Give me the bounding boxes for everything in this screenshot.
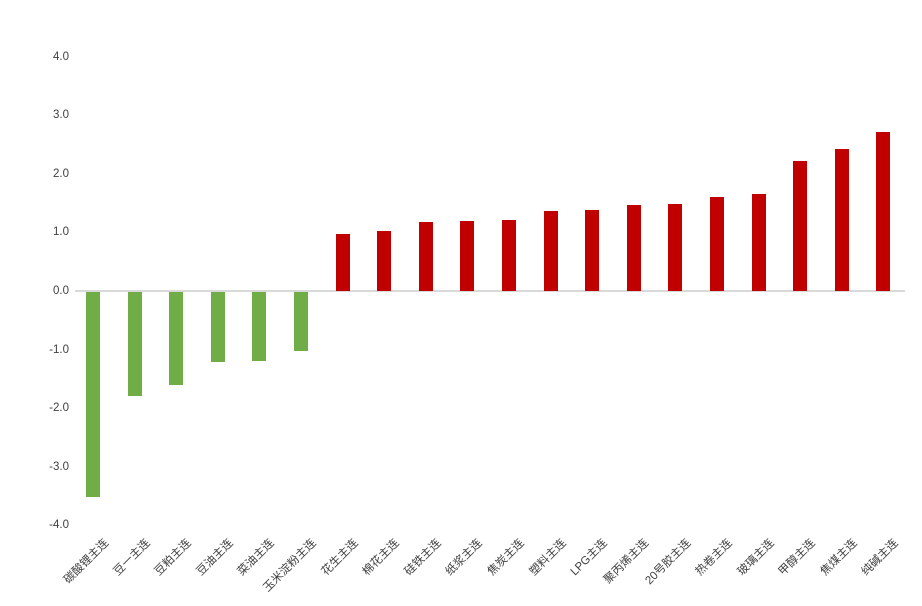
bar-菜油主连 (252, 292, 267, 361)
bar-聚丙烯主连 (626, 205, 641, 291)
x-axis-category-label: 棉花主连 (360, 537, 402, 579)
y-axis-tick-label: 0.0 (53, 285, 69, 297)
x-axis-category-label: 纯碱主连 (860, 537, 902, 579)
x-axis-category-label: 碳酸锂主连 (61, 537, 111, 587)
y-axis-tick-label: -1.0 (49, 343, 69, 356)
x-axis-line (75, 290, 905, 292)
bar-豆油主连 (210, 292, 225, 362)
bar-豆一主连 (127, 292, 142, 396)
bar-甲醇主连 (793, 161, 808, 291)
x-axis-category-label: 豆油主连 (194, 537, 236, 579)
bar-20号胶主连 (668, 203, 683, 291)
x-axis-category-label: 豆一主连 (111, 537, 153, 579)
bar-硅铁主连 (418, 222, 433, 291)
x-axis-category-label: 焦煤主连 (818, 537, 860, 579)
x-axis-category-label: 豆粕主连 (152, 537, 194, 579)
x-axis-category-label: 硅铁主连 (402, 537, 444, 579)
bar-塑料主连 (543, 211, 558, 291)
x-axis-category-label: 花生主连 (319, 537, 361, 579)
bar-焦炭主连 (502, 219, 516, 291)
bar-焦煤主连 (834, 148, 849, 291)
y-axis-tick-label: 1.0 (53, 226, 69, 239)
bar-玻璃主连 (751, 194, 766, 291)
bar-玉米淀粉主连 (294, 292, 308, 352)
x-axis-category-label: 纸浆主连 (444, 537, 486, 579)
bar-热卷主连 (710, 196, 724, 291)
y-axis-tick-label: 4.0 (53, 50, 69, 63)
x-axis-category-label: 焦炭主连 (485, 537, 527, 579)
y-axis-tick-label: -2.0 (49, 402, 69, 415)
y-axis-tick-label: 2.0 (53, 167, 69, 180)
bar-花生主连 (335, 234, 350, 291)
x-axis-category-label: 甲醇主连 (776, 537, 818, 579)
bar-豆粕主连 (169, 292, 184, 385)
x-axis-category-label: 热卷主连 (693, 537, 735, 579)
bar-LPG主连 (585, 210, 600, 291)
bar-棉花主连 (377, 231, 392, 291)
bar-纯碱主连 (876, 131, 891, 291)
y-axis-tick-label: -4.0 (49, 519, 69, 532)
x-axis-category-label: 塑料主连 (527, 537, 569, 579)
y-axis-tick-label: -3.0 (49, 460, 69, 473)
x-axis-category-label: 玻璃主连 (735, 537, 777, 579)
bar-碳酸锂主连 (86, 292, 100, 498)
bar-纸浆主连 (460, 220, 475, 291)
y-axis-tick-label: 3.0 (53, 109, 69, 122)
